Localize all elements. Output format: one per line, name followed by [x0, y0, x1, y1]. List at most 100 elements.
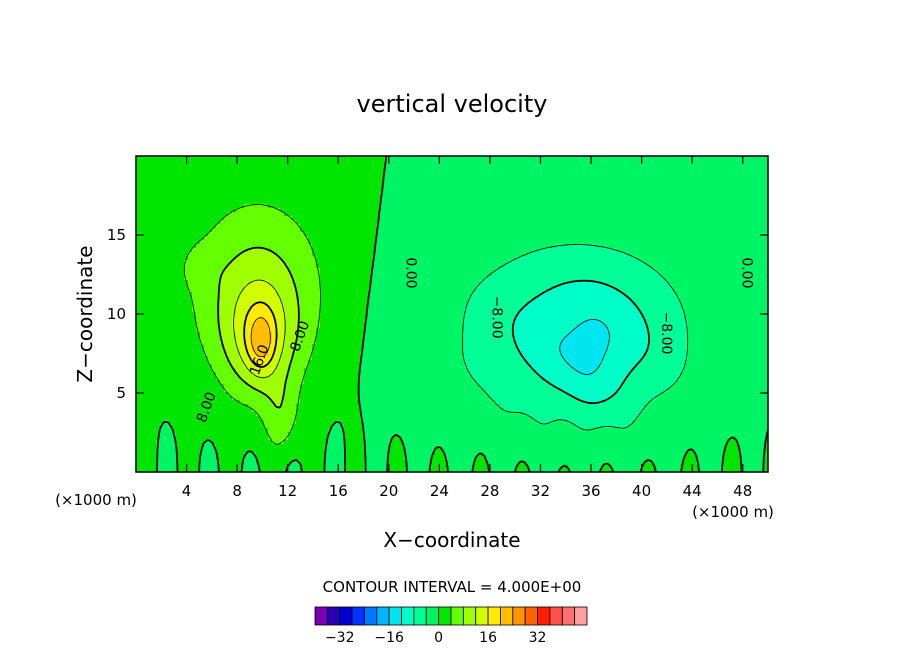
field-cell [316, 272, 321, 277]
field-cell [228, 156, 233, 161]
field-cell [524, 172, 529, 177]
field-cell [732, 172, 737, 177]
field-cell [368, 156, 373, 161]
field-cell [416, 216, 421, 221]
field-cell [452, 164, 457, 169]
field-cell [760, 200, 765, 205]
field-cell [372, 176, 377, 181]
field-cell [744, 268, 749, 273]
field-cell [656, 196, 661, 201]
field-cell [340, 232, 345, 237]
field-cell [408, 232, 413, 237]
field-cell [188, 232, 193, 237]
field-cell [500, 192, 505, 197]
field-cell [532, 156, 537, 161]
field-cell [760, 160, 765, 165]
field-cell [472, 236, 477, 241]
field-cell [524, 268, 529, 273]
field-cell [604, 204, 609, 209]
field-cell [672, 184, 677, 189]
field-cell [224, 240, 229, 245]
field-cell [416, 164, 421, 169]
field-cell [504, 168, 509, 173]
field-cell [400, 228, 405, 233]
field-cell [652, 176, 657, 181]
field-cell [224, 244, 229, 249]
field-cell [708, 172, 713, 177]
field-cell [548, 228, 553, 233]
field-cell [396, 220, 401, 225]
field-cell [248, 196, 253, 201]
field-cell [348, 268, 353, 273]
field-cell [756, 172, 761, 177]
field-cell [376, 208, 381, 213]
field-cell [764, 156, 768, 161]
field-cell [636, 268, 641, 273]
field-cell [264, 156, 269, 161]
field-cell [276, 272, 281, 277]
field-cell [396, 252, 401, 257]
field-cell [616, 176, 621, 181]
field-cell [196, 188, 201, 193]
field-cell [752, 252, 757, 257]
field-cell [396, 196, 401, 201]
field-cell [396, 200, 401, 205]
field-cell [468, 168, 473, 173]
field-cell [456, 212, 461, 217]
field-cell [508, 160, 513, 165]
field-cell [424, 216, 429, 221]
field-cell [380, 268, 385, 273]
field-cell [140, 204, 145, 209]
field-cell [184, 168, 189, 173]
field-cell [156, 280, 161, 285]
field-cell [636, 180, 641, 185]
field-cell [196, 204, 201, 209]
field-cell [456, 188, 461, 193]
field-cell [468, 256, 473, 261]
field-cell [388, 196, 393, 201]
field-cell [308, 244, 313, 249]
field-cell [268, 244, 273, 249]
field-cell [300, 156, 305, 161]
field-cell [356, 196, 361, 201]
field-cell [468, 228, 473, 233]
field-cell [500, 272, 505, 277]
field-cell [620, 276, 625, 281]
field-cell [568, 192, 573, 197]
field-cell [204, 260, 209, 265]
field-cell [292, 160, 297, 165]
field-cell [196, 244, 201, 249]
field-cell [216, 160, 221, 165]
field-cell [160, 264, 165, 269]
field-cell [224, 236, 229, 241]
field-cell [500, 276, 505, 281]
field-cell [744, 236, 749, 241]
field-cell [232, 220, 237, 225]
field-cell [604, 268, 609, 273]
field-cell [220, 256, 225, 261]
field-cell [224, 276, 229, 281]
field-cell [200, 208, 205, 213]
field-cell [456, 248, 461, 253]
field-cell [392, 216, 397, 221]
field-cell [320, 280, 325, 285]
field-cell [544, 208, 549, 213]
field-cell [220, 248, 225, 253]
field-cell [192, 184, 197, 189]
field-cell [412, 232, 417, 237]
field-cell [308, 200, 313, 205]
field-cell [748, 244, 753, 249]
field-cell [536, 200, 541, 205]
field-cell [196, 260, 201, 265]
field-cell [692, 244, 697, 249]
field-cell [136, 260, 141, 265]
field-cell [624, 156, 629, 161]
field-cell [200, 240, 205, 245]
field-cell [188, 188, 193, 193]
field-cell [408, 192, 413, 197]
field-cell [680, 268, 685, 273]
field-cell [616, 228, 621, 233]
field-cell [240, 264, 245, 269]
field-cell [580, 156, 585, 161]
field-cell [292, 180, 297, 185]
